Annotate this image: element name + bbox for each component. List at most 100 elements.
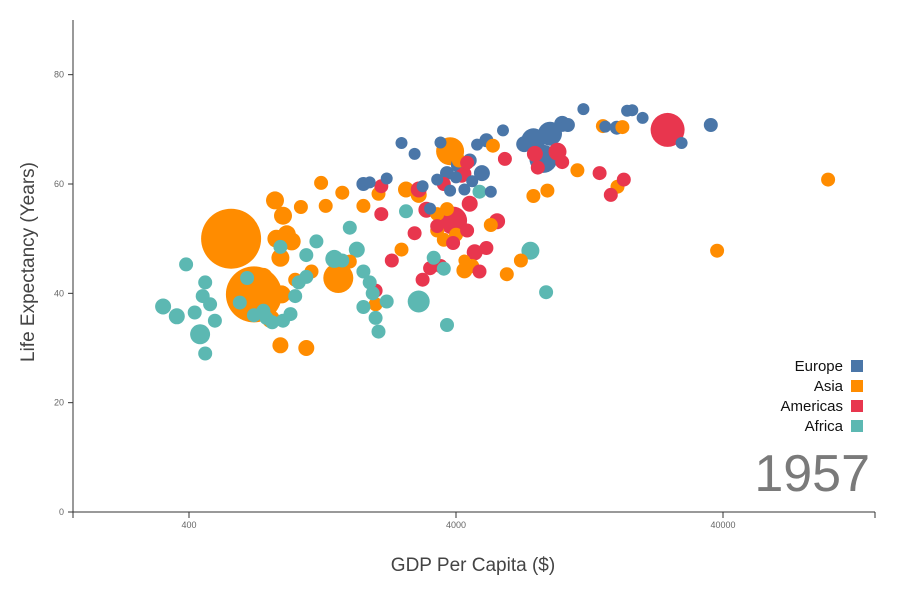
bubble-americas[interactable] <box>616 172 631 187</box>
bubble-americas[interactable] <box>650 112 685 147</box>
bubble-africa[interactable] <box>368 310 383 325</box>
bubble-africa[interactable] <box>356 300 371 314</box>
bubble-europe[interactable] <box>599 120 612 133</box>
bubble-asia[interactable] <box>458 254 471 267</box>
bubble-africa[interactable] <box>399 204 413 219</box>
bubble-europe[interactable] <box>703 118 718 132</box>
bubble-americas[interactable] <box>479 241 494 255</box>
bubble-africa[interactable] <box>521 241 540 260</box>
bubble-africa[interactable] <box>309 234 324 249</box>
bubble-europe[interactable] <box>471 138 484 151</box>
bubble-asia[interactable] <box>570 163 585 178</box>
bubble-africa[interactable] <box>195 289 210 304</box>
bubble-americas[interactable] <box>497 151 512 166</box>
bubble-americas[interactable] <box>526 145 543 162</box>
bubble-americas[interactable] <box>415 272 430 287</box>
bubble-asia[interactable] <box>821 172 836 187</box>
bubble-asia[interactable] <box>272 285 291 304</box>
bubble-africa[interactable] <box>240 271 255 285</box>
bubble-europe[interactable] <box>450 171 462 184</box>
bubble-asia[interactable] <box>483 218 498 232</box>
bubble-africa[interactable] <box>273 239 288 254</box>
bubble-asia[interactable] <box>201 208 262 269</box>
bubble-europe[interactable] <box>636 111 649 124</box>
bubble-africa[interactable] <box>288 289 303 304</box>
bubble-asia[interactable] <box>274 206 292 225</box>
bubble-africa[interactable] <box>179 257 194 272</box>
bubble-africa[interactable] <box>168 308 185 325</box>
bubble-europe[interactable] <box>408 147 421 160</box>
bubble-asia[interactable] <box>615 120 630 135</box>
bubble-africa[interactable] <box>362 275 377 290</box>
bubble-africa[interactable] <box>379 294 394 309</box>
bubble-europe[interactable] <box>395 137 408 149</box>
bubble-africa[interactable] <box>436 261 451 276</box>
bubble-europe[interactable] <box>431 173 444 186</box>
bubble-europe[interactable] <box>458 183 471 196</box>
bubble-asia[interactable] <box>394 242 409 257</box>
bubble-americas[interactable] <box>530 160 545 175</box>
bubble-africa[interactable] <box>283 307 298 322</box>
bubble-africa[interactable] <box>348 241 365 258</box>
bubble-asia[interactable] <box>318 198 333 213</box>
bubble-africa[interactable] <box>198 346 213 361</box>
bubble-africa[interactable] <box>155 298 172 315</box>
bubble-asia[interactable] <box>335 185 350 200</box>
bubble-africa[interactable] <box>371 324 386 339</box>
bubble-africa[interactable] <box>232 295 247 310</box>
bubble-asia[interactable] <box>485 138 500 153</box>
bubble-asia[interactable] <box>293 200 308 214</box>
bubble-europe[interactable] <box>380 172 393 185</box>
bubble-africa[interactable] <box>187 305 202 320</box>
bubble-africa[interactable] <box>342 220 357 235</box>
bubble-europe[interactable] <box>626 104 639 117</box>
bubble-africa[interactable] <box>207 313 222 328</box>
bubble-europe[interactable] <box>434 136 447 149</box>
bubble-europe[interactable] <box>577 103 590 116</box>
bubble-africa[interactable] <box>407 290 430 313</box>
bubble-asia[interactable] <box>526 189 541 203</box>
bubble-europe[interactable] <box>516 136 533 153</box>
bubble-asia[interactable] <box>323 263 354 293</box>
bubble-europe[interactable] <box>424 202 437 215</box>
bubble-asia[interactable] <box>314 175 329 190</box>
bubble-americas[interactable] <box>472 264 487 279</box>
bubble-americas[interactable] <box>430 219 445 234</box>
bubble-asia[interactable] <box>513 253 528 268</box>
bubble-europe[interactable] <box>484 185 497 198</box>
bubble-africa[interactable] <box>365 286 380 301</box>
bubble-africa[interactable] <box>426 250 441 265</box>
bubble-europe[interactable] <box>466 175 479 188</box>
bubble-americas[interactable] <box>407 226 422 241</box>
bubble-asia[interactable] <box>266 191 284 210</box>
bubble-americas[interactable] <box>461 195 478 212</box>
bubble-europe[interactable] <box>444 184 457 197</box>
bubble-europe[interactable] <box>560 118 575 132</box>
bubble-americas[interactable] <box>446 236 461 250</box>
bubble-africa[interactable] <box>198 275 213 290</box>
bubble-africa[interactable] <box>539 285 554 300</box>
bubble-asia[interactable] <box>356 198 371 213</box>
bubble-asia[interactable] <box>499 267 514 282</box>
bubble-africa[interactable] <box>299 248 314 263</box>
bubble-asia[interactable] <box>272 337 289 354</box>
bubble-asia[interactable] <box>710 243 725 258</box>
bubble-americas[interactable] <box>460 155 475 170</box>
bubble-africa[interactable] <box>440 318 454 332</box>
bubble-africa[interactable] <box>335 253 350 268</box>
bubble-europe[interactable] <box>497 124 509 137</box>
bubble-americas[interactable] <box>460 223 475 238</box>
bubble-americas[interactable] <box>384 253 399 268</box>
bubble-africa[interactable] <box>265 315 280 330</box>
bubble-asia[interactable] <box>368 297 383 312</box>
bubble-americas[interactable] <box>466 244 483 261</box>
bubble-americas[interactable] <box>555 155 570 170</box>
bubble-africa[interactable] <box>299 269 314 284</box>
bubble-americas[interactable] <box>592 166 607 181</box>
bubble-asia[interactable] <box>271 248 290 267</box>
bubble-americas[interactable] <box>603 187 618 202</box>
bubble-europe[interactable] <box>473 165 490 182</box>
bubble-asia[interactable] <box>298 340 315 356</box>
bubble-europe[interactable] <box>416 180 429 193</box>
bubble-europe[interactable] <box>675 137 688 149</box>
